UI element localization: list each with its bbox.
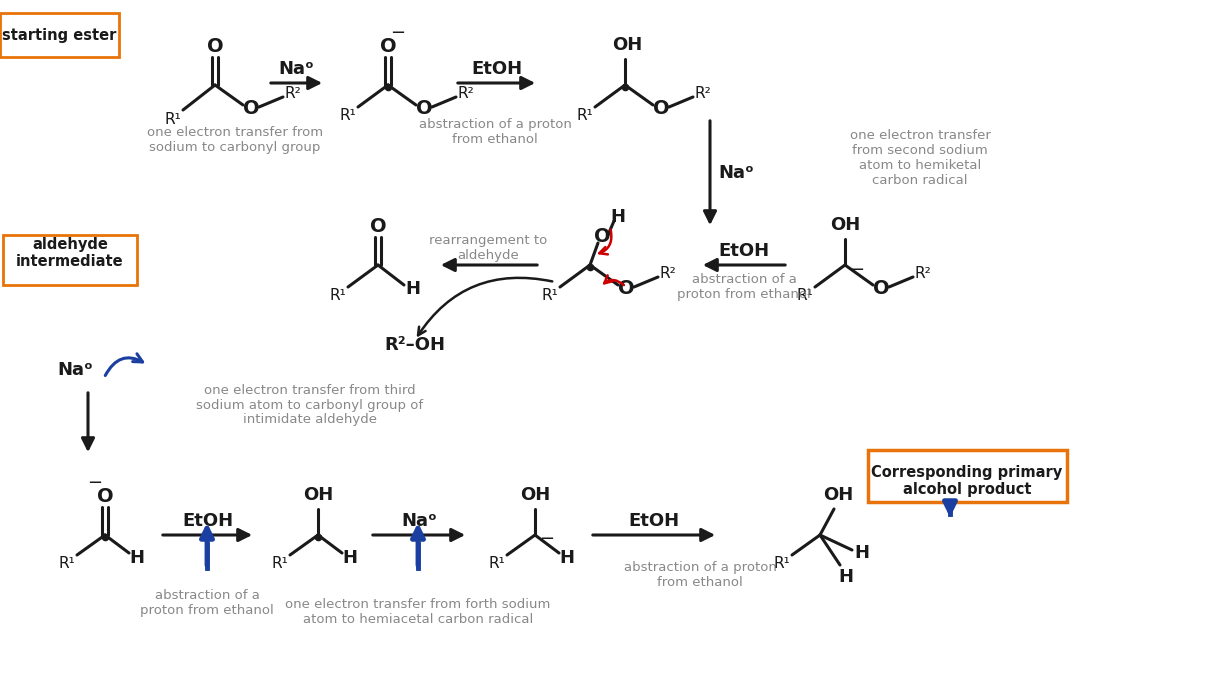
Text: EtOH: EtOH bbox=[182, 512, 233, 530]
Text: aldehyde
intermediate: aldehyde intermediate bbox=[16, 237, 124, 269]
Text: one electron transfer from forth sodium
atom to hemiacetal carbon radical: one electron transfer from forth sodium … bbox=[286, 598, 551, 626]
Text: O: O bbox=[652, 100, 669, 119]
Text: one electron transfer from third
sodium atom to carbonyl group of
intimidate ald: one electron transfer from third sodium … bbox=[197, 383, 423, 426]
Text: abstraction of a
proton from ethanol: abstraction of a proton from ethanol bbox=[140, 589, 274, 617]
Text: one electron transfer from
sodium to carbonyl group: one electron transfer from sodium to car… bbox=[147, 126, 323, 154]
Text: abstraction of a proton
from ethanol: abstraction of a proton from ethanol bbox=[624, 561, 777, 589]
Text: H: H bbox=[610, 208, 626, 226]
Text: OH: OH bbox=[303, 486, 333, 504]
Text: Naᵒ: Naᵒ bbox=[57, 361, 93, 379]
Text: OH: OH bbox=[822, 486, 853, 504]
Text: R²: R² bbox=[285, 85, 302, 101]
Text: R¹: R¹ bbox=[271, 556, 288, 572]
FancyBboxPatch shape bbox=[0, 13, 119, 57]
Text: one electron transfer
from second sodium
atom to hemiketal
carbon radical: one electron transfer from second sodium… bbox=[849, 129, 990, 187]
Text: rearrangement to
aldehyde: rearrangement to aldehyde bbox=[429, 234, 548, 262]
Text: O: O bbox=[380, 38, 397, 57]
Text: O: O bbox=[206, 38, 223, 57]
Text: R²: R² bbox=[660, 265, 677, 281]
Text: Naᵒ: Naᵒ bbox=[718, 164, 754, 182]
Text: H: H bbox=[855, 544, 870, 562]
Text: R¹: R¹ bbox=[165, 112, 181, 126]
Text: H: H bbox=[560, 549, 574, 567]
Text: H: H bbox=[838, 568, 854, 586]
Text: R²: R² bbox=[914, 265, 931, 281]
Text: O: O bbox=[96, 487, 113, 507]
Text: EtOH: EtOH bbox=[719, 242, 769, 260]
Text: R¹: R¹ bbox=[329, 288, 346, 304]
Text: H: H bbox=[405, 280, 421, 298]
Text: Naᵒ: Naᵒ bbox=[279, 60, 315, 78]
Text: Naᵒ: Naᵒ bbox=[402, 512, 437, 530]
Text: OH: OH bbox=[520, 486, 550, 504]
FancyBboxPatch shape bbox=[868, 450, 1067, 502]
Text: R¹: R¹ bbox=[576, 108, 593, 124]
Text: abstraction of a
proton from ethanol: abstraction of a proton from ethanol bbox=[677, 273, 810, 301]
Text: O: O bbox=[370, 218, 386, 237]
Text: R¹: R¹ bbox=[773, 556, 790, 572]
Text: O: O bbox=[873, 279, 889, 299]
Text: −: − bbox=[88, 474, 103, 492]
Text: R²: R² bbox=[695, 85, 712, 101]
FancyBboxPatch shape bbox=[2, 235, 137, 285]
Text: O: O bbox=[242, 100, 259, 119]
Text: −: − bbox=[391, 24, 405, 42]
Text: OH: OH bbox=[611, 36, 642, 54]
Text: EtOH: EtOH bbox=[628, 512, 679, 530]
Text: O: O bbox=[617, 279, 634, 299]
Text: OH: OH bbox=[830, 216, 860, 234]
Text: −: − bbox=[849, 261, 865, 279]
Text: R¹: R¹ bbox=[340, 108, 357, 124]
Text: Corresponding primary
alcohol product: Corresponding primary alcohol product bbox=[872, 465, 1062, 498]
Text: R¹: R¹ bbox=[541, 288, 558, 304]
Text: O: O bbox=[593, 228, 610, 246]
Text: R¹: R¹ bbox=[797, 288, 813, 304]
Text: R¹: R¹ bbox=[59, 556, 75, 572]
Text: R²: R² bbox=[457, 85, 474, 101]
Text: H: H bbox=[129, 549, 145, 567]
Text: R²–OH: R²–OH bbox=[385, 336, 445, 354]
Text: −: − bbox=[539, 530, 555, 548]
Text: starting ester: starting ester bbox=[2, 28, 116, 43]
Text: EtOH: EtOH bbox=[470, 60, 522, 78]
Text: abstraction of a proton
from ethanol: abstraction of a proton from ethanol bbox=[418, 118, 572, 146]
Text: R¹: R¹ bbox=[488, 556, 505, 572]
Text: O: O bbox=[416, 100, 432, 119]
Text: H: H bbox=[343, 549, 357, 567]
